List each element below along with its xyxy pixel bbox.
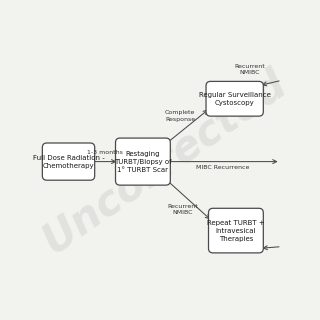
Text: Full Dose Radiation -
Chemotherapy: Full Dose Radiation - Chemotherapy	[33, 155, 104, 169]
FancyBboxPatch shape	[116, 138, 170, 185]
Text: Recurrent
NMIBC: Recurrent NMIBC	[167, 204, 198, 215]
FancyBboxPatch shape	[42, 143, 95, 180]
Text: Recurrent
NMIBC: Recurrent NMIBC	[234, 64, 265, 75]
FancyBboxPatch shape	[209, 208, 263, 253]
Text: Regular Surveillance
Cystoscopy: Regular Surveillance Cystoscopy	[199, 92, 271, 106]
Text: MIBC Recurrence: MIBC Recurrence	[196, 164, 249, 170]
Text: Complete
Response: Complete Response	[165, 110, 195, 122]
Text: Restaging
TURBT/Biopsy of
1° TURBT Scar: Restaging TURBT/Biopsy of 1° TURBT Scar	[114, 151, 172, 172]
FancyBboxPatch shape	[206, 81, 263, 116]
Text: Uncorrected: Uncorrected	[34, 62, 294, 261]
Text: Repeat TURBT +
Intravesical
Therapies: Repeat TURBT + Intravesical Therapies	[207, 220, 265, 242]
Text: 1-3 months: 1-3 months	[87, 150, 123, 156]
